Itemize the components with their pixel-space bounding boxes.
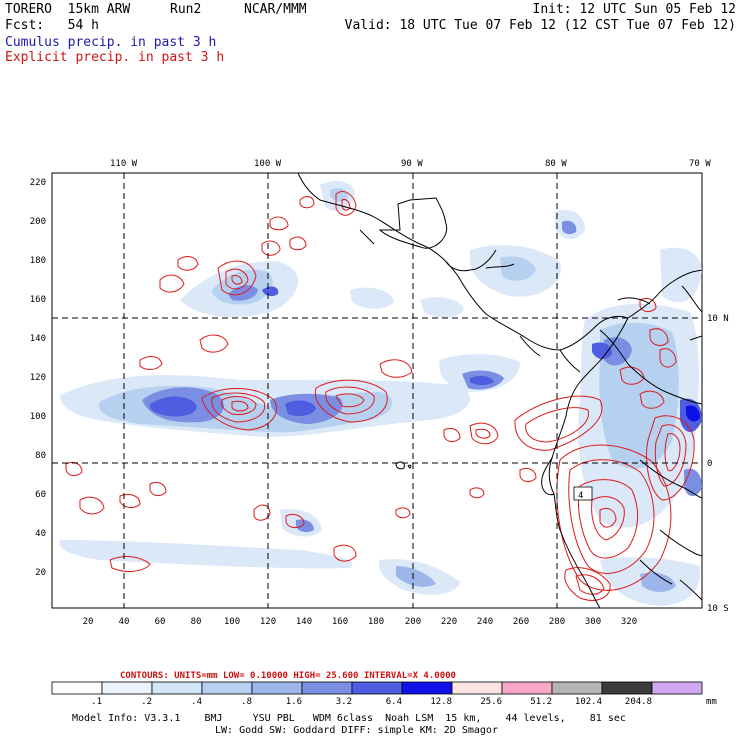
colorbar-swatch	[651, 681, 703, 695]
colorbar-swatch	[201, 681, 253, 695]
y-tick: 20	[35, 568, 46, 578]
x-tick: 100	[224, 617, 240, 627]
lon-label-80w: 80 W	[545, 159, 567, 169]
x-tick: 60	[155, 617, 166, 627]
colorbar-label: 12.8	[430, 697, 452, 707]
x-tick: 160	[332, 617, 348, 627]
y-tick: 160	[30, 295, 46, 305]
colorbar-swatch	[101, 681, 153, 695]
lon-label-90w: 90 W	[401, 159, 423, 169]
colorbar-label: .2	[141, 697, 152, 707]
lat-lon-grid	[52, 173, 702, 608]
y-tick: 100	[30, 412, 46, 422]
colorbar-swatch	[351, 681, 403, 695]
x-tick: 200	[405, 617, 421, 627]
contours-info: CONTOURS: UNITS=mm LOW= 0.10000 HIGH= 25…	[120, 671, 456, 681]
colorbar-label: 204.8	[625, 697, 652, 707]
colorbar-swatch	[551, 681, 603, 695]
init-time: Init: 12 UTC Sun 05 Feb 12	[532, 2, 737, 17]
field-cumulus-label: Cumulus precip. in past 3 h	[5, 35, 217, 50]
colorbar-swatch	[501, 681, 553, 695]
valid-time: Valid: 18 UTC Tue 07 Feb 12 (12 CST Tue …	[344, 18, 736, 33]
colorbar-swatch	[401, 681, 453, 695]
model-info-line2: LW: Godd SW: Goddard DIFF: simple KM: 2D…	[215, 725, 498, 736]
colorbar-unit: mm	[706, 697, 717, 707]
x-tick: 40	[119, 617, 130, 627]
forecast-hour: Fcst: 54 h	[5, 18, 99, 33]
colorbar-label: .1	[91, 697, 102, 707]
colorbar-swatch	[251, 681, 303, 695]
y-tick: 40	[35, 529, 46, 539]
y-tick: 200	[30, 217, 46, 227]
org-label: NCAR/MMM	[244, 2, 307, 17]
x-tick: 300	[585, 617, 601, 627]
colorbar-swatch	[601, 681, 653, 695]
x-tick: 320	[621, 617, 637, 627]
y-tick: 140	[30, 334, 46, 344]
y-tick: 120	[30, 373, 46, 383]
y-tick: 220	[30, 178, 46, 188]
contour-label: 4	[578, 491, 583, 501]
x-axis-ticks: 20 40 60 80 100 120 140 160 180 200 220 …	[83, 617, 638, 627]
y-tick: 180	[30, 256, 46, 266]
colorbar-swatch	[301, 681, 353, 695]
lat-label-10s: 10 S	[707, 604, 729, 614]
colorbar-label: 6.4	[386, 697, 402, 707]
cumulus-precip-field	[59, 180, 702, 606]
longitude-labels: 110 W 100 W 90 W 80 W 70 W	[110, 159, 711, 169]
run-label: Run2	[170, 2, 202, 17]
latitude-labels: 10 N 0 10 S	[707, 314, 729, 614]
colorbar-label: 51.2	[530, 697, 552, 707]
colorbar-label: 3.2	[336, 697, 352, 707]
lat-label-equator: 0	[707, 459, 712, 469]
x-tick: 260	[513, 617, 529, 627]
y-tick: 80	[35, 451, 46, 461]
x-tick: 20	[83, 617, 94, 627]
model-name: TORERO 15km ARW	[5, 2, 131, 17]
colorbar-swatch	[451, 681, 503, 695]
x-tick: 80	[191, 617, 202, 627]
field-explicit-label: Explicit precip. in past 3 h	[5, 50, 225, 65]
lon-label-100w: 100 W	[254, 159, 282, 169]
y-tick: 60	[35, 490, 46, 500]
colorbar-label: .4	[191, 697, 202, 707]
colorbar-label: .8	[241, 697, 252, 707]
x-tick: 120	[260, 617, 276, 627]
lat-label-10n: 10 N	[707, 314, 729, 324]
y-axis-ticks: 220 200 180 160 140 120 100 80 60 40 20	[30, 178, 46, 578]
coastlines	[297, 173, 702, 608]
lon-label-70w: 70 W	[689, 159, 711, 169]
x-tick: 180	[368, 617, 384, 627]
lon-label-110w: 110 W	[110, 159, 138, 169]
colorbar-label: 1.6	[286, 697, 302, 707]
colorbar-swatch	[151, 681, 203, 695]
x-tick: 280	[549, 617, 565, 627]
colorbar-swatch	[51, 681, 103, 695]
colorbar: .1 .2 .4 .8 1.6 3.2 6.4 12.8 25.6 51.2 102.4 204.8 m…	[51, 681, 717, 707]
colorbar-label: 102.4	[575, 697, 602, 707]
x-tick: 140	[296, 617, 312, 627]
colorbar-label: 25.6	[480, 697, 502, 707]
model-info-line1: Model Info: V3.3.1 BMJ YSU PBL WDM 6clas…	[72, 713, 626, 724]
x-tick: 220	[441, 617, 457, 627]
contour-label-box	[573, 486, 593, 501]
x-tick: 240	[477, 617, 493, 627]
